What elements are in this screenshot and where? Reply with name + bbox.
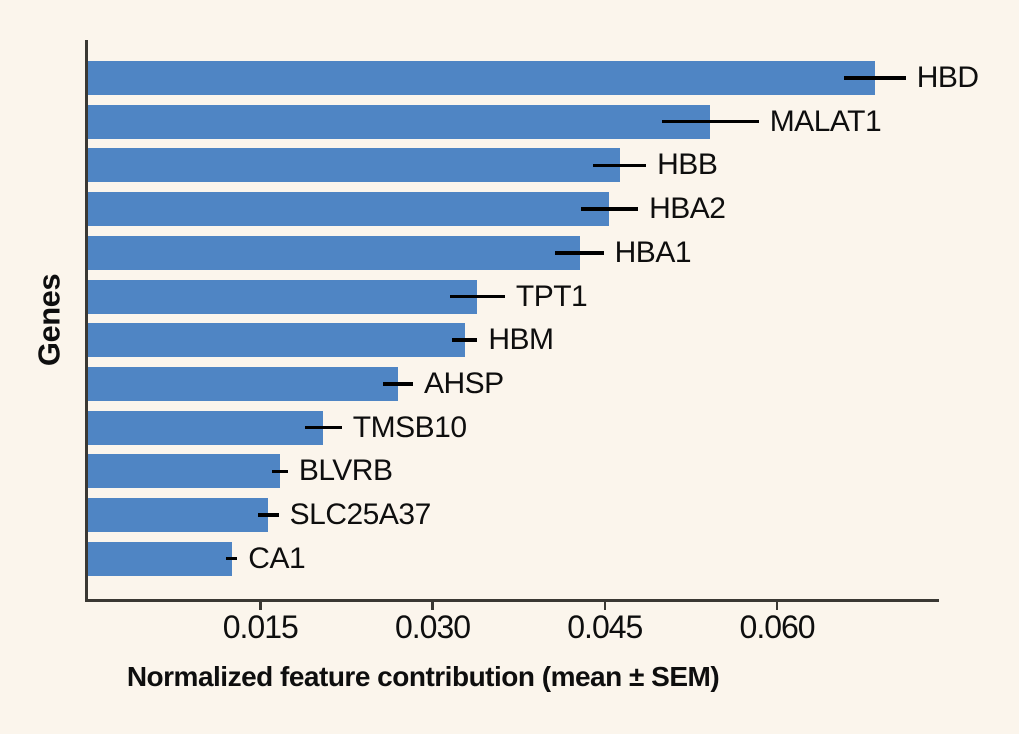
bar-tpt1 [88, 279, 478, 314]
error-bar-malat1 [662, 119, 759, 124]
error-bar-tmsb10 [305, 425, 342, 430]
bar-hba2 [88, 192, 610, 227]
bar-label-hba2: HBA2 [649, 192, 726, 226]
error-bar-blvrb [271, 469, 288, 474]
bar-hbd [88, 61, 875, 95]
bar-slc25a37 [88, 498, 269, 532]
x-axis-label: Normalized feature contribution (mean ± … [126, 661, 720, 692]
y-axis-spine [85, 40, 88, 602]
error-bar-slc25a37 [257, 513, 279, 517]
error-bar-hbd [843, 76, 906, 80]
x-tick-0.045 [603, 602, 607, 610]
x-tick-label-0.045: 0.045 [567, 609, 643, 645]
x-tick-label-0.030: 0.030 [394, 609, 471, 645]
bar-hbb [88, 148, 620, 183]
bar-malat1 [88, 104, 711, 139]
x-tick-0.060 [775, 602, 779, 610]
error-bar-ca1 [225, 556, 238, 561]
bar-label-blvrb: BLVRB [298, 454, 393, 488]
bar-label-hbd: HBD [916, 61, 979, 94]
bar-ca1 [88, 541, 232, 576]
x-tick-0.015 [259, 602, 262, 610]
bar-label-hbb: HBB [657, 148, 718, 182]
bar-hba1 [88, 235, 580, 270]
x-tick-0.030 [431, 602, 434, 610]
x-axis-spine [85, 599, 939, 602]
bar-ahsp [88, 366, 399, 401]
bar-label-ca1: CA1 [248, 541, 306, 575]
bar-blvrb [88, 454, 280, 489]
bar-label-hba1: HBA1 [614, 235, 692, 269]
bar-label-slc25a37: SLC25A37 [289, 498, 432, 531]
y-axis-label: Genes [31, 273, 67, 367]
bar-label-tpt1: TPT1 [515, 279, 588, 313]
x-tick-label-0.015: 0.015 [222, 609, 299, 645]
bar-label-ahsp: AHSP [424, 366, 504, 400]
bar-label-hbm: HBM [488, 323, 554, 357]
bar-tmsb10 [88, 410, 324, 445]
error-bar-tpt1 [449, 294, 505, 299]
plot-area: HBD MALAT1 HBB HBA2 HBA1 TPT1 HBM AHSP TMSB10 BLV… [85, 40, 979, 643]
bar-hbm [88, 323, 465, 358]
error-bar-ahsp [383, 382, 413, 386]
bar-label-tmsb10: TMSB10 [352, 410, 467, 444]
error-bar-hba1 [555, 251, 604, 255]
error-bar-hbm [452, 338, 478, 342]
error-bar-hba2 [580, 207, 639, 211]
bar-label-malat1: MALAT1 [769, 104, 882, 138]
x-tick-label-0.060: 0.060 [739, 609, 816, 645]
error-bar-hbb [593, 163, 647, 168]
